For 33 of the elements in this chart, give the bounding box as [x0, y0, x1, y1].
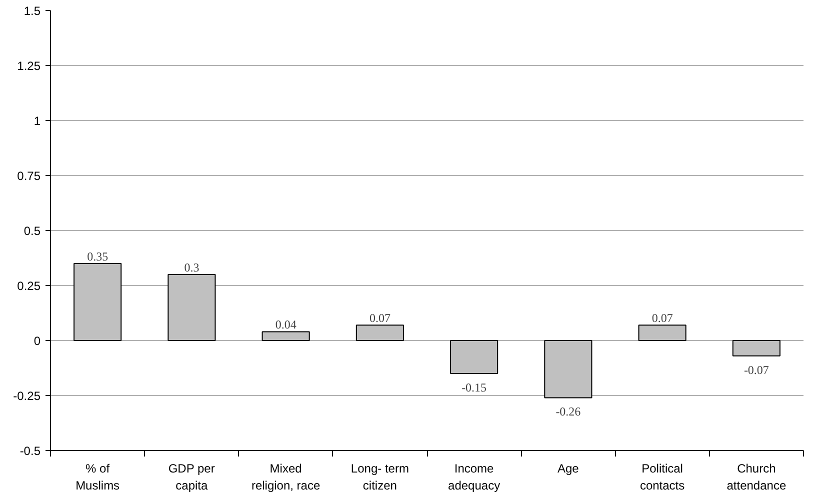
bar — [168, 274, 216, 341]
bar — [544, 340, 592, 398]
data-label: -0.15 — [462, 380, 487, 394]
bar — [74, 263, 122, 341]
data-label: 0.3 — [184, 260, 200, 274]
data-label: 0.35 — [87, 250, 108, 264]
data-label: -0.07 — [744, 362, 769, 377]
x-tick-label: Church attendance — [726, 462, 786, 492]
x-tick-label: Mixed religion, race — [251, 462, 320, 492]
bar — [638, 324, 686, 341]
y-tick-label: 1 — [34, 114, 41, 128]
y-tick-label: 1.25 — [17, 59, 41, 73]
y-tick-label: -0.25 — [13, 389, 41, 403]
y-tick-label: 1.5 — [24, 4, 41, 18]
x-tick-label: % of Muslims — [76, 462, 120, 492]
x-tick-label: Long- term citizen — [350, 462, 409, 492]
x-tick-label: Age — [558, 462, 580, 476]
x-tick-label: Political contacts — [640, 462, 685, 492]
bar — [450, 340, 498, 374]
y-tick-label: 0.5 — [24, 224, 41, 238]
data-label: -0.26 — [556, 404, 581, 419]
y-tick-label: 0.25 — [17, 279, 41, 293]
x-tick-label: Income adequacy — [448, 462, 500, 492]
bar — [356, 324, 404, 341]
data-label: 0.04 — [275, 318, 296, 332]
data-label: 0.07 — [369, 311, 390, 326]
data-label: 0.07 — [652, 311, 673, 326]
y-tick-label: 0.75 — [17, 169, 41, 183]
y-tick-label: 0 — [34, 334, 41, 348]
y-tick-label: -0.5 — [20, 444, 41, 458]
x-tick-label: GDP per capita — [168, 462, 215, 492]
bar — [732, 340, 780, 356]
bar — [262, 331, 310, 341]
